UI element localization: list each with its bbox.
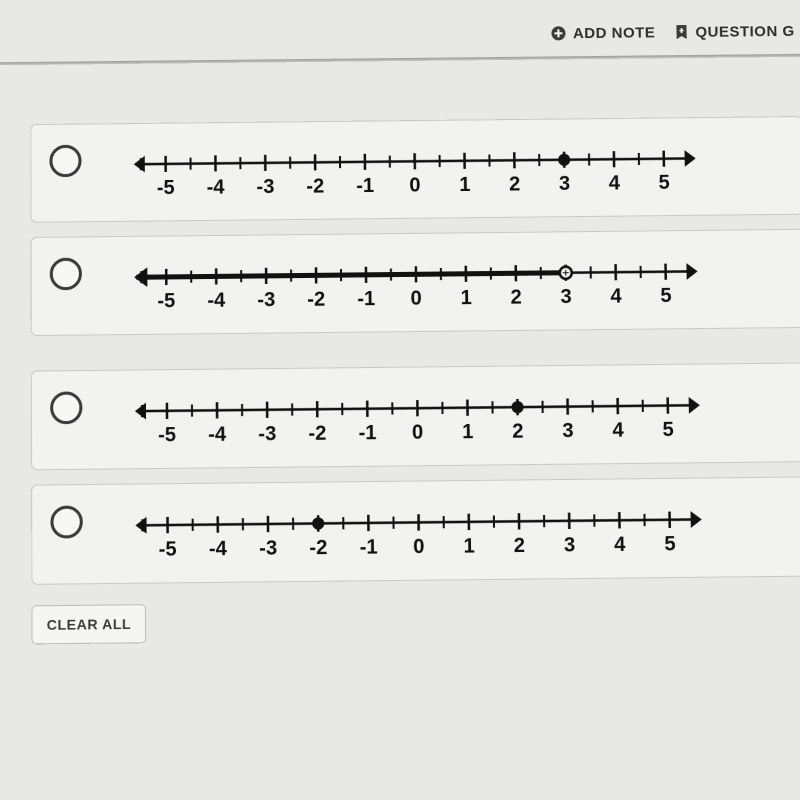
- svg-text:1: 1: [459, 174, 470, 196]
- answer-option[interactable]: -5 -4 -3 -2 -1 0 1 2 3 4 5: [30, 116, 800, 223]
- svg-text:-3: -3: [256, 176, 274, 198]
- number-line: -5 -4 -3 -2 -1 0 1 2 3 4 5: [104, 244, 787, 324]
- svg-text:4: 4: [612, 419, 624, 442]
- svg-text:-3: -3: [257, 289, 275, 311]
- svg-text:-4: -4: [207, 289, 225, 311]
- svg-text:5: 5: [662, 419, 674, 442]
- plus-circle-icon: [551, 25, 567, 41]
- question-label: QUESTION G: [695, 22, 795, 40]
- number-line: -5 -4 -3 -2 -1 0 1 2 3 4 5: [105, 492, 792, 573]
- svg-text:5: 5: [660, 285, 672, 307]
- svg-text:-5: -5: [157, 177, 175, 199]
- svg-text:-5: -5: [157, 290, 175, 312]
- svg-text:2: 2: [509, 173, 520, 195]
- svg-text:-2: -2: [308, 422, 326, 445]
- radio-button[interactable]: [50, 391, 82, 424]
- svg-text:0: 0: [409, 174, 420, 196]
- svg-text:-4: -4: [207, 176, 225, 198]
- answer-options: -5 -4 -3 -2 -1 0 1 2 3 4 5 -5 -4 -3 -2 -1 0 1 2 3 4 5 -5 -4 -3 -2…: [30, 116, 800, 644]
- svg-text:-1: -1: [360, 536, 378, 559]
- radio-button[interactable]: [50, 506, 82, 539]
- svg-text:5: 5: [658, 172, 670, 194]
- toolbar-divider: [0, 54, 800, 65]
- svg-text:-1: -1: [358, 422, 376, 445]
- svg-text:1: 1: [463, 535, 475, 558]
- svg-text:1: 1: [460, 287, 471, 309]
- svg-text:-2: -2: [306, 175, 324, 197]
- svg-text:4: 4: [609, 172, 621, 194]
- svg-text:3: 3: [560, 286, 572, 308]
- radio-button[interactable]: [49, 145, 81, 178]
- svg-text:-4: -4: [209, 538, 227, 561]
- svg-text:-3: -3: [258, 423, 276, 446]
- svg-text:4: 4: [610, 285, 622, 307]
- answer-option[interactable]: -5 -4 -3 -2 -1 0 1 2 3 4 5: [31, 476, 800, 584]
- svg-text:2: 2: [514, 535, 526, 558]
- svg-text:0: 0: [413, 536, 425, 559]
- clear-all-button[interactable]: CLEAR ALL: [31, 604, 146, 644]
- svg-text:-4: -4: [208, 423, 226, 446]
- radio-button[interactable]: [50, 258, 82, 291]
- svg-text:-1: -1: [357, 288, 375, 310]
- number-line: -5 -4 -3 -2 -1 0 1 2 3 4 5: [105, 378, 790, 458]
- answer-option[interactable]: -5 -4 -3 -2 -1 0 1 2 3 4 5: [31, 362, 800, 470]
- add-note-button[interactable]: ADD NOTE: [551, 24, 656, 42]
- svg-text:3: 3: [564, 534, 576, 557]
- svg-text:2: 2: [510, 286, 521, 308]
- add-note-label: ADD NOTE: [573, 24, 656, 42]
- svg-text:4: 4: [614, 534, 626, 557]
- answer-option[interactable]: -5 -4 -3 -2 -1 0 1 2 3 4 5: [31, 229, 800, 336]
- svg-text:-2: -2: [309, 537, 327, 560]
- toolbar: ADD NOTE QUESTION G: [0, 14, 800, 56]
- number-line: -5 -4 -3 -2 -1 0 1 2 3 4 5: [104, 131, 785, 211]
- svg-text:2: 2: [512, 420, 524, 443]
- svg-text:3: 3: [559, 173, 570, 195]
- svg-text:-5: -5: [158, 424, 176, 447]
- svg-text:0: 0: [410, 287, 421, 309]
- svg-text:5: 5: [664, 533, 676, 556]
- svg-text:-5: -5: [159, 538, 177, 561]
- svg-text:3: 3: [562, 420, 574, 443]
- svg-text:1: 1: [462, 421, 473, 444]
- svg-text:-3: -3: [259, 537, 277, 560]
- svg-text:0: 0: [412, 421, 423, 444]
- svg-text:-1: -1: [356, 175, 374, 197]
- svg-text:-2: -2: [307, 288, 325, 310]
- question-guide-button[interactable]: QUESTION G: [673, 22, 795, 40]
- bookmark-icon: [673, 24, 689, 40]
